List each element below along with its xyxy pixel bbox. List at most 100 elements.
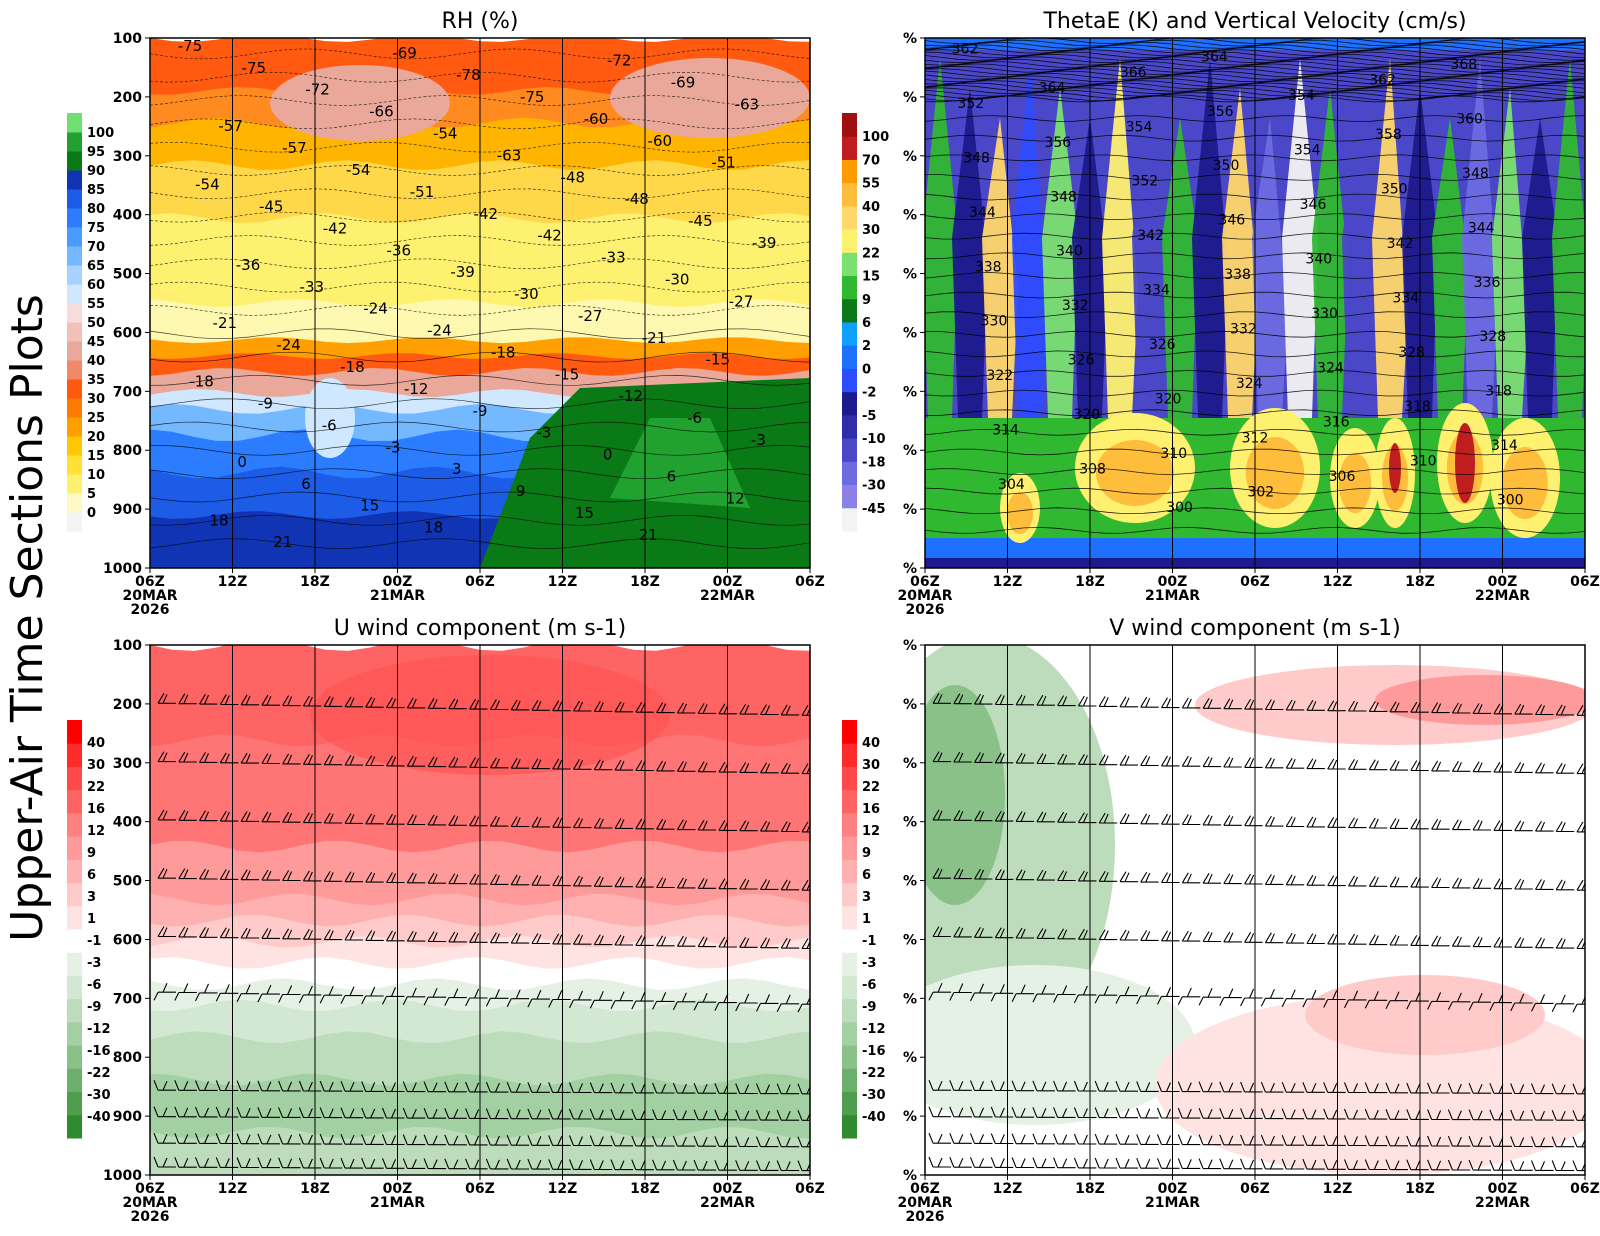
colorbar-label: 22 — [862, 246, 880, 261]
x-tick-label: 00Z — [1488, 574, 1518, 590]
contour-label: -24 — [363, 300, 388, 318]
colorbar-label: 55 — [862, 177, 880, 192]
contour-label: -3 — [386, 438, 401, 456]
colorbar-label: 6 — [87, 868, 96, 883]
x-tick-label: 06Z — [1570, 1181, 1600, 1197]
colorbar-label: 30 — [87, 392, 105, 407]
contour-label: 362 — [1369, 73, 1396, 89]
contour-label: 320 — [1155, 391, 1182, 407]
contour-label: -51 — [410, 183, 435, 201]
colorbar-label: -1 — [862, 934, 876, 949]
colorbar-label: 85 — [87, 183, 105, 198]
contour-label: -45 — [259, 197, 284, 215]
contour-label: 342 — [1387, 236, 1414, 252]
contour-label: 0 — [237, 453, 247, 471]
x-tick-label: 00Z — [713, 574, 743, 590]
colorbar-label: -30 — [862, 479, 886, 494]
colorbar-label: 30 — [862, 223, 880, 238]
contour-label: 6 — [667, 467, 677, 485]
colorbar-label: 100 — [862, 130, 889, 145]
x-date-label: 22MAR — [700, 1195, 755, 1211]
contour-label: 15 — [360, 497, 379, 515]
contour-label: -60 — [648, 132, 673, 150]
x-date-label: 20MAR — [897, 1195, 952, 1211]
colorbar-label: 9 — [862, 846, 871, 861]
y-tick-label: 800 — [113, 1050, 142, 1066]
chart-title: ThetaE (K) and Vertical Velocity (cm/s) — [1042, 9, 1466, 34]
contour-label: -39 — [450, 263, 475, 281]
colorbar-label: -12 — [87, 1022, 111, 1037]
contour-label: 6 — [301, 475, 311, 493]
y-tick-label: 300 — [113, 149, 142, 165]
contour-label: 314 — [992, 422, 1019, 438]
colorbar-label: -18 — [862, 455, 886, 470]
contour-label: 352 — [1131, 174, 1158, 190]
contour-label: 12 — [726, 489, 745, 507]
colorbar-label: 3 — [87, 890, 96, 905]
colorbar: -40 -30 -22 -16 -12 -9 -6 -3 -1 1 3 6 9 12 16 22 30 40 — [842, 720, 886, 1139]
colorbar-label: -40 — [862, 1110, 886, 1125]
x-date-label: 21MAR — [1145, 1195, 1200, 1211]
y-tick-label: 400 — [113, 208, 142, 224]
contour-label: 348 — [963, 150, 990, 166]
x-tick-label: 12Z — [548, 1181, 578, 1197]
y-tick-label: % — [903, 638, 917, 654]
x-date-label: 21MAR — [1145, 588, 1200, 604]
contour-label: -45 — [688, 212, 713, 230]
x-tick-label: 12Z — [1323, 574, 1353, 590]
contour-label: 310 — [1410, 454, 1437, 470]
contour-label: -75 — [520, 88, 545, 106]
contour-label: -15 — [706, 351, 731, 369]
contour-label: -72 — [305, 81, 330, 99]
colorbar: 0 5 10 15 20 25 30 35 40 45 50 55 60 65 70 75 80 85 90 95 10… — [67, 113, 114, 532]
contour-label: 326 — [1068, 353, 1095, 369]
contour-label: 0 — [603, 446, 613, 464]
y-tick-label: 200 — [113, 90, 142, 106]
x-tick-label: 06Z — [910, 1181, 940, 1197]
colorbar-label: 3 — [862, 890, 871, 905]
contour-label: -48 — [624, 190, 649, 208]
contour-label: 364 — [1039, 80, 1066, 96]
contour-label: -30 — [514, 285, 539, 303]
contour-label: -66 — [369, 103, 394, 121]
y-tick-label: % — [903, 561, 917, 577]
contour-label: 346 — [1300, 197, 1327, 213]
y-tick-label: % — [903, 932, 917, 948]
contour-label: -36 — [236, 256, 261, 274]
x-date-label: 20MAR — [897, 588, 952, 604]
colorbar-label: 50 — [87, 316, 105, 331]
y-tick-label: 300 — [113, 756, 142, 772]
x-tick-label: 06Z — [1240, 1181, 1270, 1197]
contour-label: -33 — [601, 249, 626, 267]
contour-label: 354 — [1126, 119, 1153, 135]
contour-label: 324 — [1236, 376, 1263, 392]
contour-label: 336 — [1474, 275, 1501, 291]
contour-label: 318 — [1485, 384, 1512, 400]
contour-label: 350 — [1213, 158, 1240, 174]
contour-label: -75 — [242, 59, 267, 77]
contour-label: 338 — [975, 259, 1002, 275]
contour-label: 364 — [1201, 49, 1228, 65]
x-tick-label: 06Z — [465, 574, 495, 590]
contour-label: 342 — [1137, 228, 1164, 244]
colorbar-label: -22 — [87, 1066, 111, 1081]
x-tick-label: 18Z — [1075, 1181, 1105, 1197]
y-tick-label: % — [903, 1050, 917, 1066]
contour-label: -18 — [340, 358, 365, 376]
colorbar-label: 30 — [862, 758, 880, 773]
y-tick-label: % — [903, 502, 917, 518]
contour-label: -63 — [735, 95, 760, 113]
contour-label: -21 — [642, 329, 667, 347]
colorbar-label: 55 — [87, 297, 105, 312]
x-year-label: 2026 — [906, 1209, 945, 1225]
y-tick-label: % — [903, 697, 917, 713]
y-tick-label: % — [903, 208, 917, 224]
colorbar-label: 6 — [862, 868, 871, 883]
y-tick-label: 400 — [113, 815, 142, 831]
colorbar-label: 40 — [862, 736, 880, 751]
y-tick-label: 1000 — [103, 561, 142, 577]
colorbar-label: 12 — [862, 824, 880, 839]
x-date-label: 21MAR — [370, 1195, 425, 1211]
x-tick-label: 12Z — [218, 1181, 248, 1197]
